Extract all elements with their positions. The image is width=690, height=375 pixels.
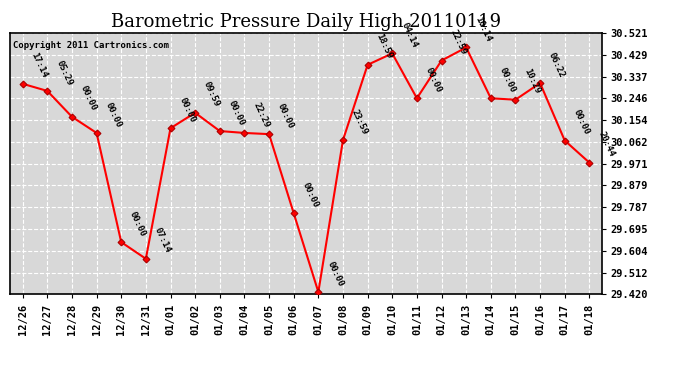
Title: Barometric Pressure Daily High 20110119: Barometric Pressure Daily High 20110119 <box>111 13 501 32</box>
Text: 10:29: 10:29 <box>522 68 542 96</box>
Text: 00:00: 00:00 <box>276 102 295 130</box>
Text: 22:59: 22:59 <box>448 28 468 56</box>
Text: 07:14: 07:14 <box>152 226 172 255</box>
Text: 00:00: 00:00 <box>128 210 148 238</box>
Text: 09:59: 09:59 <box>202 81 221 109</box>
Text: 17:14: 17:14 <box>30 51 49 80</box>
Text: 00:00: 00:00 <box>497 66 518 94</box>
Text: 00:00: 00:00 <box>104 100 123 129</box>
Text: 10:14: 10:14 <box>473 15 493 44</box>
Text: 18:59: 18:59 <box>375 33 394 61</box>
Text: 22:29: 22:29 <box>251 100 271 129</box>
Text: 00:00: 00:00 <box>301 181 320 209</box>
Text: 04:14: 04:14 <box>400 21 419 49</box>
Text: 00:00: 00:00 <box>79 84 99 112</box>
Text: Copyright 2011 Cartronics.com: Copyright 2011 Cartronics.com <box>13 41 169 50</box>
Text: 05:29: 05:29 <box>55 58 74 87</box>
Text: 00:00: 00:00 <box>325 260 345 288</box>
Text: 00:00: 00:00 <box>572 108 591 136</box>
Text: 23:59: 23:59 <box>350 108 369 136</box>
Text: 06:22: 06:22 <box>547 51 566 79</box>
Text: 00:00: 00:00 <box>424 66 444 94</box>
Text: 20:44: 20:44 <box>596 130 615 159</box>
Text: 00:00: 00:00 <box>177 96 197 124</box>
Text: 00:00: 00:00 <box>227 99 246 127</box>
